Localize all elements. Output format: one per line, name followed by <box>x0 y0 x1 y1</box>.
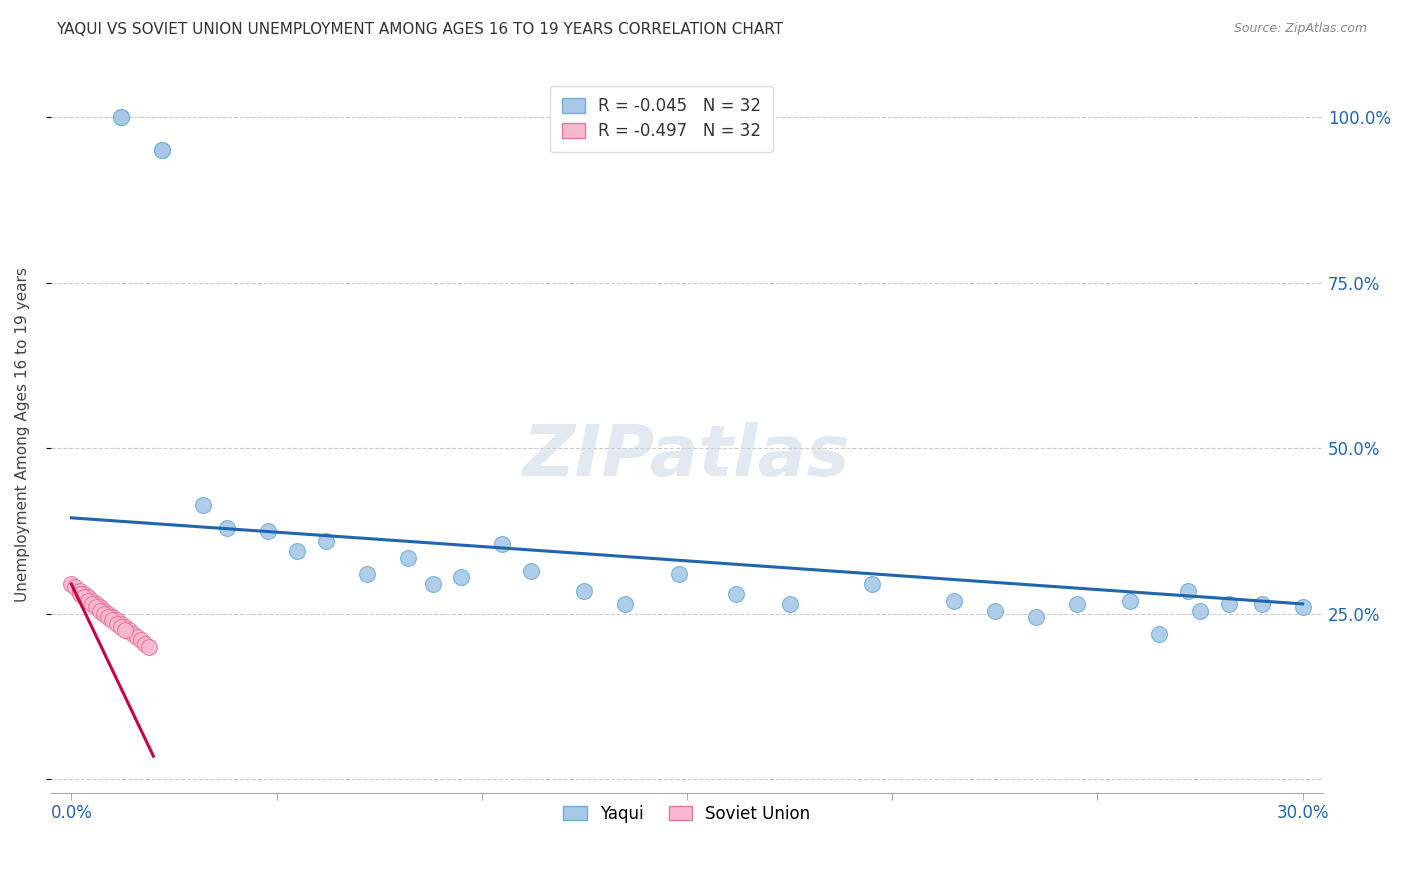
Y-axis label: Unemployment Among Ages 16 to 19 years: Unemployment Among Ages 16 to 19 years <box>15 268 30 602</box>
Point <box>93 603 115 617</box>
Point <box>97 607 120 621</box>
Point <box>396 550 419 565</box>
Point <box>614 597 637 611</box>
Point <box>779 597 801 611</box>
Point <box>84 600 107 615</box>
Point <box>84 597 107 611</box>
Point <box>574 583 596 598</box>
Point <box>110 110 132 124</box>
Point <box>1147 626 1170 640</box>
Point <box>89 600 111 615</box>
Text: Source: ZipAtlas.com: Source: ZipAtlas.com <box>1233 22 1367 36</box>
Point <box>101 610 124 624</box>
Point <box>150 143 173 157</box>
Point <box>110 620 132 634</box>
Point <box>65 580 87 594</box>
Point <box>1188 603 1211 617</box>
Point <box>217 521 239 535</box>
Point <box>1218 597 1240 611</box>
Point <box>129 633 152 648</box>
Point <box>1025 610 1047 624</box>
Point <box>73 591 96 605</box>
Point <box>125 630 148 644</box>
Point <box>191 498 214 512</box>
Point <box>134 637 156 651</box>
Point <box>105 614 128 628</box>
Point <box>356 567 378 582</box>
Point <box>93 607 115 621</box>
Point <box>76 593 98 607</box>
Point <box>122 626 145 640</box>
Point <box>69 587 91 601</box>
Point <box>491 537 513 551</box>
Legend: Yaqui, Soviet Union: Yaqui, Soviet Union <box>551 793 823 834</box>
Point <box>114 620 136 634</box>
Point <box>942 593 965 607</box>
Point <box>150 143 173 157</box>
Point <box>80 593 103 607</box>
Point <box>138 640 160 654</box>
Point <box>285 544 308 558</box>
Point <box>1119 593 1142 607</box>
Point <box>101 614 124 628</box>
Point <box>1250 597 1272 611</box>
Point <box>520 564 543 578</box>
Point <box>668 567 690 582</box>
Point <box>118 624 141 638</box>
Point <box>73 587 96 601</box>
Point <box>69 583 91 598</box>
Point <box>97 610 120 624</box>
Point <box>80 597 103 611</box>
Point <box>76 591 98 605</box>
Point <box>105 616 128 631</box>
Point <box>110 110 132 124</box>
Point <box>725 587 748 601</box>
Point <box>60 577 83 591</box>
Point <box>984 603 1007 617</box>
Point <box>450 570 472 584</box>
Text: YAQUI VS SOVIET UNION UNEMPLOYMENT AMONG AGES 16 TO 19 YEARS CORRELATION CHART: YAQUI VS SOVIET UNION UNEMPLOYMENT AMONG… <box>56 22 783 37</box>
Point <box>114 624 136 638</box>
Point <box>110 616 132 631</box>
Point <box>860 577 883 591</box>
Point <box>1066 597 1088 611</box>
Point <box>422 577 444 591</box>
Text: ZIPatlas: ZIPatlas <box>523 422 851 491</box>
Point <box>1177 583 1199 598</box>
Point <box>257 524 280 538</box>
Point <box>89 603 111 617</box>
Point <box>1291 600 1313 615</box>
Point <box>315 534 337 549</box>
